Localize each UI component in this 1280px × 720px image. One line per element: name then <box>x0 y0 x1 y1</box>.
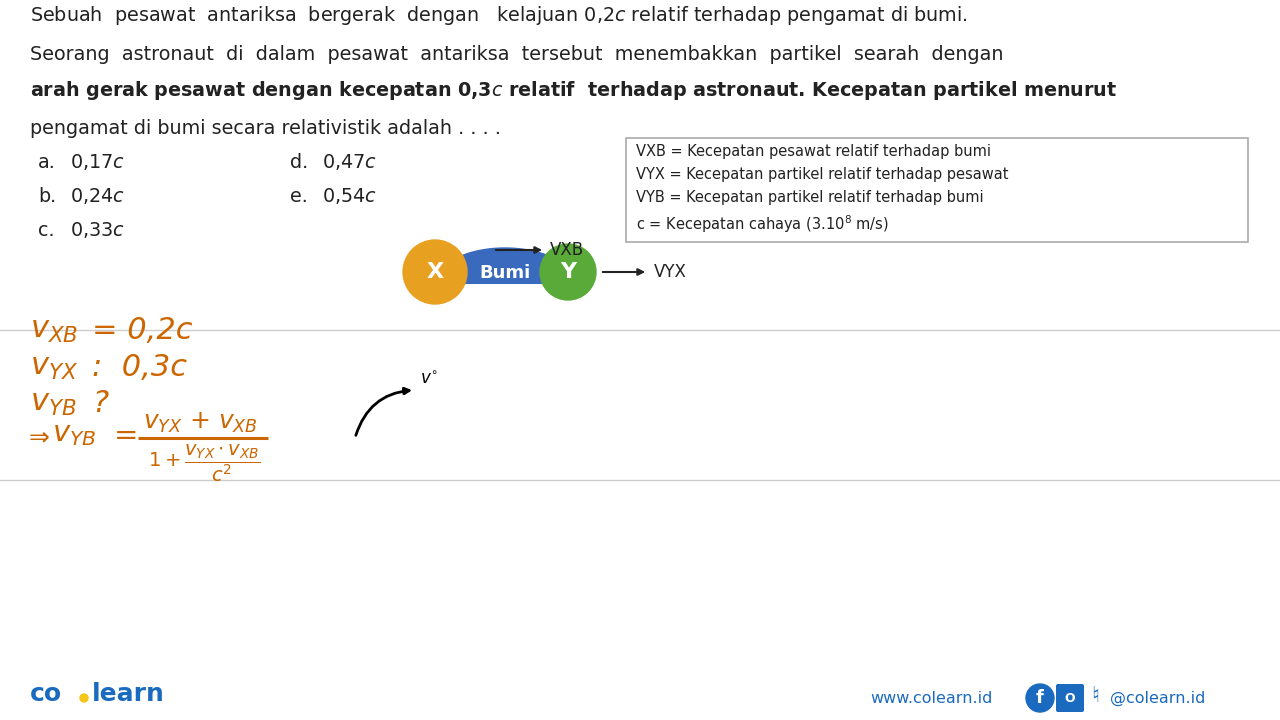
Text: VXB: VXB <box>550 241 584 259</box>
Text: arah gerak pesawat dengan kecepatan 0,3$c$ relatif  terhadap astronaut. Kecepata: arah gerak pesawat dengan kecepatan 0,3$… <box>29 79 1117 102</box>
Text: b.: b. <box>38 187 56 206</box>
Polygon shape <box>436 248 573 283</box>
Text: learn: learn <box>92 682 165 706</box>
Text: @colearn.id: @colearn.id <box>1110 690 1206 706</box>
Text: co: co <box>29 682 63 706</box>
Circle shape <box>1027 684 1053 712</box>
Text: 0,17$c$: 0,17$c$ <box>70 152 125 172</box>
Circle shape <box>540 244 596 300</box>
Text: ?: ? <box>92 389 109 418</box>
Circle shape <box>403 240 467 304</box>
Text: $v^{\circ}$: $v^{\circ}$ <box>420 370 438 388</box>
Text: Y: Y <box>559 262 576 282</box>
Text: = 0,2c: = 0,2c <box>92 316 192 345</box>
Text: $\mathit{v}_{XB}$: $\mathit{v}_{XB}$ <box>29 316 78 345</box>
Text: :  0,3c: : 0,3c <box>92 353 187 382</box>
Text: 0,47$c$: 0,47$c$ <box>323 152 376 172</box>
Text: pengamat di bumi secara relativistik adalah . . . .: pengamat di bumi secara relativistik ada… <box>29 119 500 138</box>
Circle shape <box>79 694 88 702</box>
Text: f: f <box>1036 689 1044 707</box>
Text: $1 + \dfrac{\mathit{v}_{YX} \cdot \mathit{v}_{XB}}{c^2}$: $1 + \dfrac{\mathit{v}_{YX} \cdot \mathi… <box>148 442 261 484</box>
Text: VYX = Kecepatan partikel relatif terhadap pesawat: VYX = Kecepatan partikel relatif terhada… <box>636 167 1009 182</box>
Text: $\mathit{v}_{YX}$: $\mathit{v}_{YX}$ <box>29 353 78 382</box>
FancyBboxPatch shape <box>626 138 1248 242</box>
Text: 0,54$c$: 0,54$c$ <box>323 186 376 206</box>
Text: VYB = Kecepatan partikel relatif terhadap bumi: VYB = Kecepatan partikel relatif terhada… <box>636 190 983 205</box>
Text: Sebuah  pesawat  antariksa  bergerak  dengan   kelajuan 0,2$c$ relatif terhadap : Sebuah pesawat antariksa bergerak dengan… <box>29 4 968 27</box>
Text: $=$: $=$ <box>108 420 137 448</box>
Text: $\Rightarrow$: $\Rightarrow$ <box>24 424 51 448</box>
Text: www.colearn.id: www.colearn.id <box>870 691 992 706</box>
Text: d.: d. <box>291 153 308 172</box>
Text: VXB = Kecepatan pesawat relatif terhadap bumi: VXB = Kecepatan pesawat relatif terhadap… <box>636 144 991 159</box>
Text: $\mathit{v}_{YB}$: $\mathit{v}_{YB}$ <box>52 420 96 448</box>
Text: Seorang  astronaut  di  dalam  pesawat  antariksa  tersebut  menembakkan  partik: Seorang astronaut di dalam pesawat antar… <box>29 45 1004 64</box>
Text: $\mathit{v}_{YB}$: $\mathit{v}_{YB}$ <box>29 389 77 418</box>
Text: O: O <box>1065 691 1075 704</box>
Text: VYX: VYX <box>654 263 687 281</box>
FancyBboxPatch shape <box>1056 684 1084 712</box>
Text: e.: e. <box>291 187 308 206</box>
Text: a.: a. <box>38 153 56 172</box>
Text: 0,33$c$: 0,33$c$ <box>70 220 125 240</box>
Text: c = Kecepatan cahaya (3.10$^8$ m/s): c = Kecepatan cahaya (3.10$^8$ m/s) <box>636 213 888 235</box>
Text: $\mathit{v}_{YX}$ + $\mathit{v}_{XB}$: $\mathit{v}_{YX}$ + $\mathit{v}_{XB}$ <box>142 411 257 435</box>
Text: X: X <box>426 262 444 282</box>
Text: $\natural$: $\natural$ <box>1091 685 1100 706</box>
Text: 0,24$c$: 0,24$c$ <box>70 186 125 206</box>
Text: c.: c. <box>38 221 55 240</box>
Text: Bumi: Bumi <box>480 264 531 282</box>
